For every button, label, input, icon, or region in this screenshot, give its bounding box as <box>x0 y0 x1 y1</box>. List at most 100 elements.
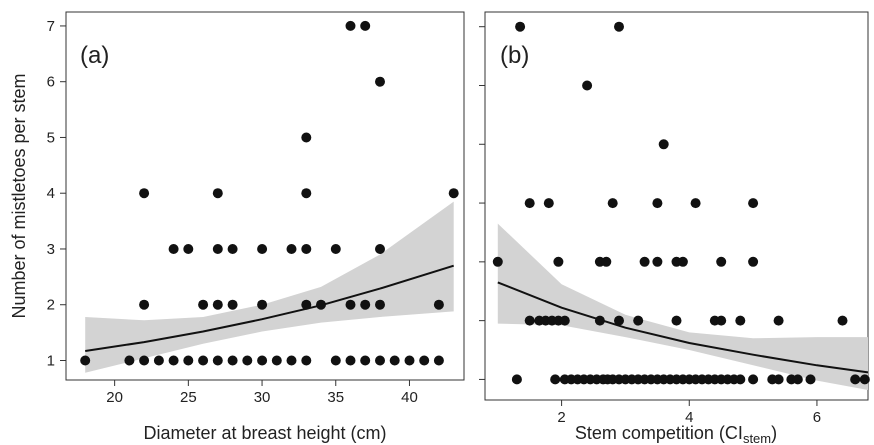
panel-b-fit-line <box>497 281 869 374</box>
y-tick-label: 2 <box>47 297 55 314</box>
panel-b-x-axis-title-main: Stem competition (CI <box>575 423 743 443</box>
x-tick-label: 6 <box>813 409 821 426</box>
panel-a-label: (a) <box>80 42 109 69</box>
data-point <box>748 374 759 385</box>
data-point <box>375 76 385 87</box>
y-tick-label: 5 <box>47 129 55 146</box>
data-point <box>748 198 759 209</box>
data-point <box>375 299 385 310</box>
data-point <box>671 315 682 326</box>
data-point <box>716 315 727 326</box>
data-point <box>524 198 535 209</box>
data-point <box>492 256 503 267</box>
panel-a-frame <box>65 11 465 381</box>
data-point <box>773 374 784 385</box>
data-point <box>301 244 312 254</box>
data-point <box>389 355 400 366</box>
panel-b: 2 4 6 (b) Stem competition (CIstem) <box>479 11 870 445</box>
data-point <box>183 244 194 254</box>
data-point <box>227 299 238 310</box>
data-point <box>607 198 618 209</box>
data-point <box>80 355 91 366</box>
data-point <box>168 244 179 254</box>
data-point <box>601 256 612 267</box>
x-tick-label: 2 <box>557 409 565 426</box>
data-point <box>433 299 444 310</box>
data-point <box>227 244 238 254</box>
x-tick-label: 35 <box>327 389 344 406</box>
panel-a-x-axis-title: Diameter at breast height (cm) <box>143 423 386 443</box>
data-point <box>375 355 385 366</box>
data-point <box>448 188 459 199</box>
data-point <box>139 188 150 199</box>
data-point <box>212 355 223 366</box>
data-point <box>404 355 415 366</box>
data-point <box>257 244 268 254</box>
data-point <box>360 355 371 366</box>
data-point <box>658 139 669 150</box>
x-tick-label: 25 <box>180 389 197 406</box>
y-tick-label: 1 <box>47 352 55 369</box>
confidence-band-area <box>85 201 454 373</box>
data-point <box>524 315 535 326</box>
data-point <box>124 355 135 366</box>
x-tick-label: 20 <box>106 389 123 406</box>
data-point <box>419 355 430 366</box>
data-point <box>330 244 341 254</box>
y-tick-label: 6 <box>47 74 55 91</box>
y-axis-title: Number of mistletoes per stem <box>9 73 29 318</box>
data-point <box>360 20 371 31</box>
data-point <box>859 374 870 385</box>
data-point <box>345 20 356 31</box>
panel-a-confidence-band <box>85 201 454 373</box>
panel-b-points <box>492 21 870 385</box>
data-point <box>550 374 561 385</box>
data-point <box>153 355 164 366</box>
data-point <box>139 355 150 366</box>
data-point <box>212 188 223 199</box>
panel-b-frame <box>484 11 869 401</box>
y-tick-label: 7 <box>47 18 55 35</box>
data-point <box>690 198 701 209</box>
data-point <box>837 315 848 326</box>
data-point <box>735 315 746 326</box>
data-point <box>212 244 223 254</box>
data-point <box>360 299 371 310</box>
panel-a: 20 25 30 35 40 1 2 3 4 5 6 7 (a) Diameter at breast… <box>9 11 465 443</box>
data-point <box>639 256 650 267</box>
data-point <box>242 355 253 366</box>
panel-b-label: (b) <box>500 42 529 69</box>
data-point <box>286 355 297 366</box>
data-point <box>227 355 238 366</box>
data-point <box>850 374 861 385</box>
data-point <box>286 244 297 254</box>
data-point <box>345 299 356 310</box>
data-point <box>677 256 688 267</box>
x-tick-label: 30 <box>254 389 271 406</box>
data-point <box>433 355 444 366</box>
data-point <box>198 355 209 366</box>
data-point <box>559 315 570 326</box>
data-point <box>330 355 341 366</box>
data-point <box>748 256 759 267</box>
panel-a-fit-line <box>85 264 454 352</box>
data-point <box>614 315 624 326</box>
panel-b-confidence-band <box>497 223 868 390</box>
data-point <box>652 256 663 267</box>
data-point <box>652 198 663 209</box>
data-point <box>716 256 727 267</box>
fit-line <box>85 264 454 352</box>
panel-a-ticks: 20 25 30 35 40 1 2 3 4 5 6 7 <box>47 18 418 406</box>
y-tick-label: 4 <box>47 185 55 202</box>
data-point <box>257 355 268 366</box>
data-point <box>301 188 312 199</box>
data-point <box>735 374 746 385</box>
data-point <box>543 198 554 209</box>
data-point <box>511 374 522 385</box>
data-point <box>553 256 564 267</box>
panel-b-x-axis-title-subscript: stem <box>743 431 771 445</box>
confidence-band-area <box>497 223 868 390</box>
panel-a-points <box>80 20 459 366</box>
fit-line <box>497 281 869 374</box>
